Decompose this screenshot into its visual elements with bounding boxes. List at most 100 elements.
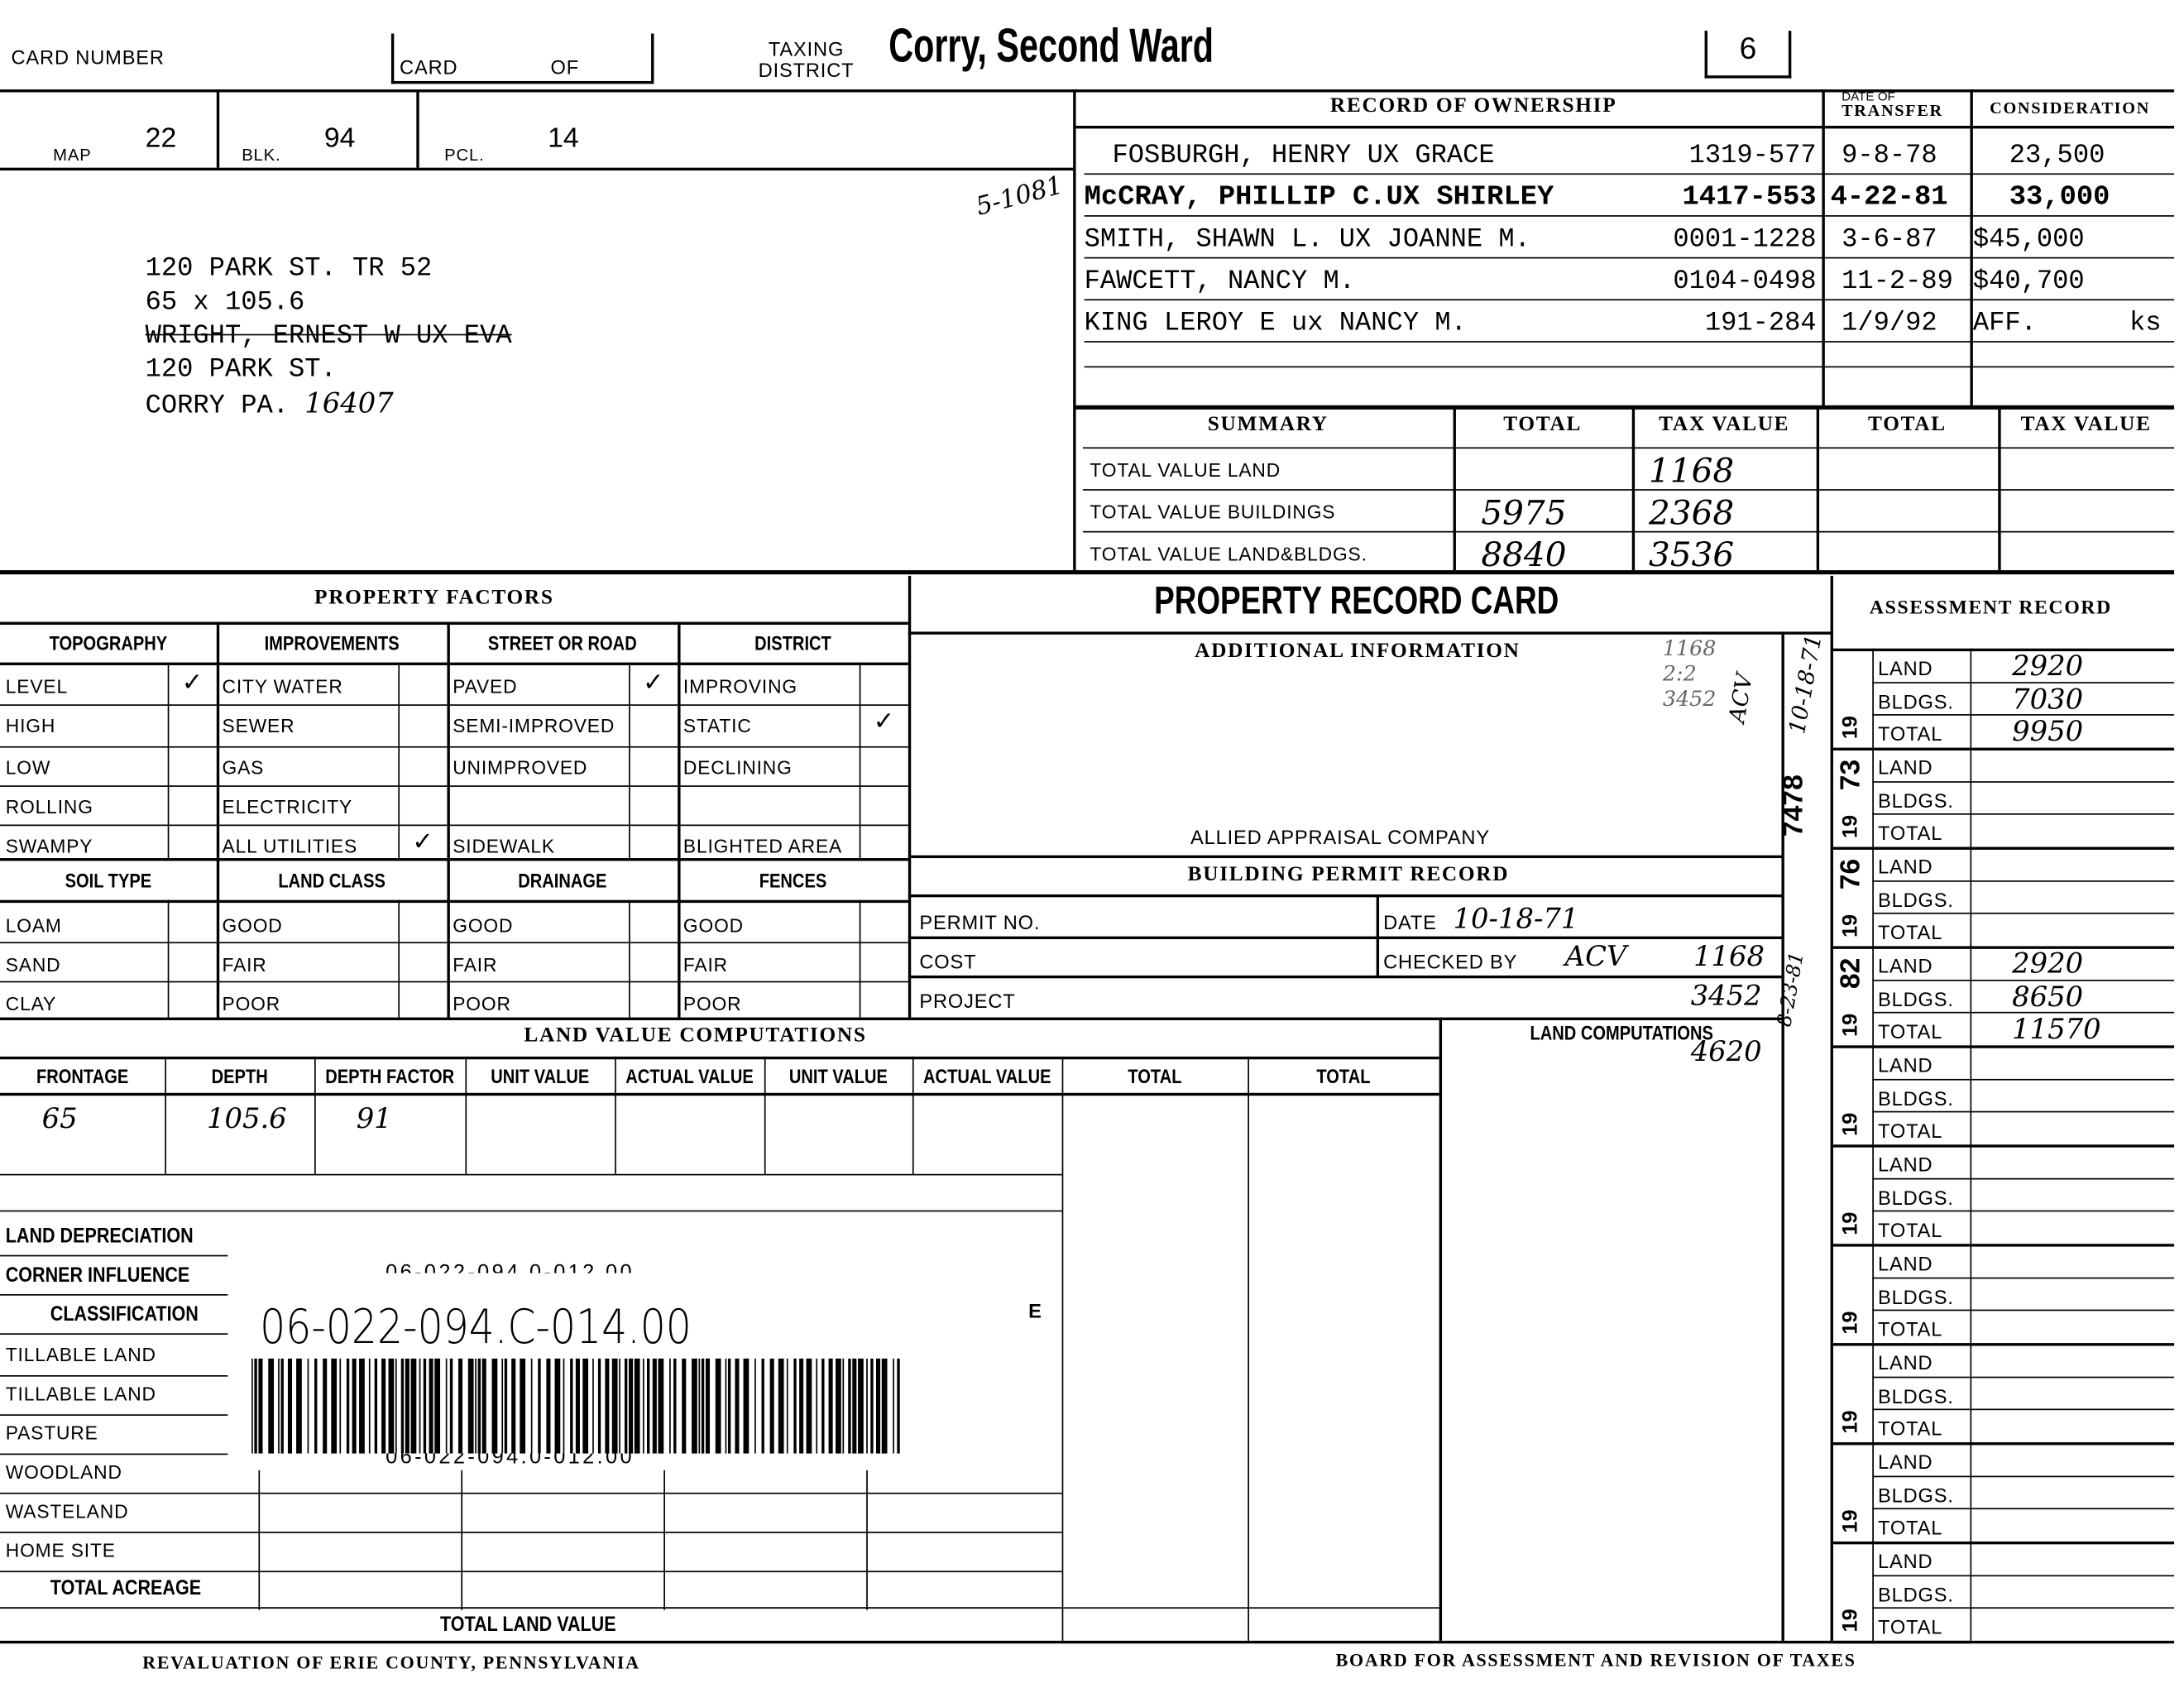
land-value-cell: 105.6: [206, 1101, 287, 1135]
barcode-bar: [368, 1358, 371, 1454]
pcl-label: PCL.: [444, 145, 485, 165]
barcode-bar: [323, 1358, 328, 1454]
barcode-bar: [381, 1358, 386, 1454]
check-col: [167, 662, 170, 859]
barcode-bar: [682, 1358, 687, 1454]
barcode-bar: [725, 1358, 727, 1454]
blk-label: BLK.: [242, 145, 281, 165]
row-line: [1082, 447, 2175, 449]
barcode-bar: [743, 1358, 750, 1454]
row-line: [0, 1571, 1062, 1573]
factor-item: CITY WATER: [222, 676, 343, 698]
line: [0, 1056, 1439, 1060]
land-value-header: ACTUAL VALUE: [625, 1065, 754, 1088]
transfer-date: 11-2-89: [1842, 265, 1953, 297]
parcel-id-printed: 06-022-094.0-012.00: [386, 1260, 635, 1273]
factor-item: LEVEL: [5, 676, 68, 698]
assessment-label: LAND: [1878, 1053, 1933, 1077]
barcode-bar: [546, 1358, 551, 1454]
barcode-bar: [280, 1358, 284, 1454]
barcode-bar: [467, 1358, 474, 1454]
factor-item: SWAMPY: [5, 836, 93, 857]
row-line: [1082, 530, 2175, 533]
row-line: [1872, 714, 2175, 716]
barcode-bar: [400, 1358, 405, 1454]
row-line: [0, 746, 217, 748]
block-line: [1832, 1244, 2175, 1247]
row-line: [0, 1492, 1062, 1494]
owner-name: McCRAY, PHILLIP C.UX SHIRLEY: [1084, 181, 1554, 214]
summary-label: TOTAL VALUE LAND: [1090, 459, 1281, 482]
row-line: [1084, 299, 2175, 301]
barcode-bar: [658, 1358, 664, 1454]
barcode-bar: [828, 1358, 833, 1454]
barcode-bar: [352, 1358, 357, 1454]
land-label: TILLABLE LAND: [5, 1344, 156, 1366]
factor-item: DECLINING: [682, 757, 793, 779]
address-block: 120 PARK ST. TR 52 65 x 105.6 WRIGHT, ER…: [146, 252, 512, 422]
assessment-value: 7030: [2012, 681, 2084, 715]
line: [0, 1607, 1439, 1609]
assessment-label: TOTAL: [1878, 1317, 1943, 1340]
block-line: [1832, 1144, 2175, 1148]
assessment-label: TOTAL: [1878, 1516, 1943, 1539]
row-line: [1084, 366, 2175, 368]
check-col: [859, 899, 861, 1018]
check-mark-icon: ✓: [642, 668, 664, 697]
assessment-label: BLDGS.: [1878, 1582, 1954, 1605]
barcode-bar: [761, 1358, 764, 1454]
assessment-value: 8650: [2012, 979, 2084, 1013]
zip-code: 16407: [304, 386, 394, 420]
row-line: [678, 824, 908, 827]
land-value-cell: 65: [41, 1101, 78, 1135]
barcode-bar: [419, 1358, 421, 1454]
col-line: [1970, 648, 1972, 1641]
summary-tax-value: 2368: [1649, 493, 1735, 533]
assessment-label: BLDGS.: [1878, 1285, 1954, 1308]
factor-item: STATIC: [682, 715, 752, 737]
factor-item: ALL UTILITIES: [222, 836, 358, 857]
row-line: [1872, 912, 2175, 914]
assessment-label: LAND: [1878, 656, 1933, 679]
factor-item: LOW: [5, 757, 51, 779]
line: [0, 662, 908, 665]
col-line: [465, 1056, 467, 1174]
land-label: CLASSIFICATION: [50, 1302, 199, 1326]
consideration: AFF.: [1972, 307, 2037, 338]
row-line: [1872, 1508, 2175, 1510]
factor-header: SOIL TYPE: [65, 869, 152, 892]
summary-tax-value: 1168: [1649, 451, 1735, 491]
assessment-value: 11570: [2012, 1011, 2101, 1046]
barcode-bar: [491, 1358, 498, 1454]
factor-item: ELECTRICITY: [222, 796, 353, 818]
col-line: [615, 1056, 616, 1174]
barcode-bar: [848, 1358, 851, 1454]
factor-item: IMPROVING: [682, 676, 798, 698]
barcode-bar: [701, 1358, 705, 1454]
col-line: [1998, 408, 2001, 571]
col-line: [678, 621, 681, 1019]
factor-header: FENCES: [759, 869, 827, 892]
side-stamp: 7478: [1778, 774, 1809, 837]
row-line: [0, 1532, 1062, 1533]
consideration-header: CONSIDERATION: [1990, 98, 2151, 117]
land-computations-label: LAND COMPUTATIONS: [1530, 1021, 1713, 1044]
land-value-header: TOTAL: [1316, 1065, 1371, 1088]
transfer-date: 1/9/92: [1842, 307, 1937, 338]
barcode-bar: [597, 1358, 601, 1454]
block-line: [1832, 1640, 2175, 1644]
row-line: [0, 1374, 228, 1377]
assessment-label: TOTAL: [1878, 1615, 1943, 1638]
barcode-bar: [314, 1358, 318, 1454]
check-col: [629, 899, 630, 1018]
row-line: [1872, 1574, 2175, 1576]
barcode-bar: [619, 1358, 620, 1454]
year-prefix: 19: [1838, 1609, 1863, 1633]
row-line: [0, 704, 217, 706]
row-line: [447, 785, 678, 787]
col-line: [447, 621, 450, 1019]
summary-total: 5975: [1481, 493, 1567, 533]
summary-header: TOTAL: [1503, 413, 1583, 436]
year-prefix: 19: [1838, 814, 1863, 839]
consideration: 23,500: [2009, 139, 2105, 171]
